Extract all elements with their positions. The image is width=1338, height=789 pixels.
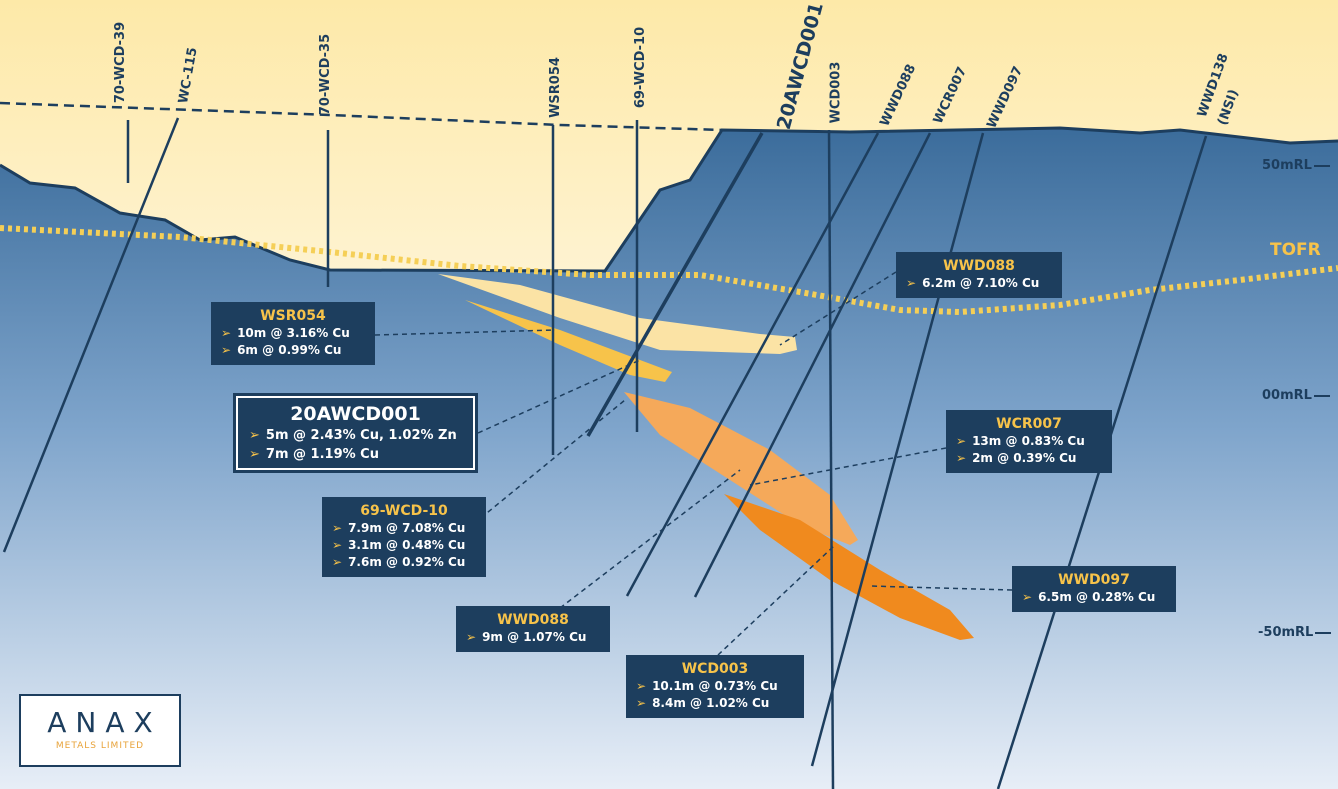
leader-wwd088b	[559, 469, 741, 609]
annotation-20awcd001: 20AWCD001 ➢ 5m @ 2.43% Cu, 1.02% Zn ➢ 7m @…	[233, 393, 478, 473]
drill-traces	[2, 117, 1208, 789]
annotation-wsr054: WSR054 ➢ 10m @ 3.16% Cu ➢ 6m @ 0.99% Cu	[211, 302, 375, 365]
level-00mrl: 00mRL	[1262, 388, 1330, 403]
trace-wc-115	[2, 117, 180, 553]
annotation-title: WWD097	[1058, 572, 1130, 588]
leader-awcd001	[477, 359, 641, 434]
annotation-row: ➢ 7m @ 1.19% Cu	[249, 447, 379, 462]
hole-label-wcd003: WCD003	[828, 61, 844, 124]
ore-lens-middle	[624, 392, 858, 545]
annotation-row: ➢ 2m @ 0.39% Cu	[956, 451, 1077, 465]
annotation-wcr007: WCR007 ➢ 13m @ 0.83% Cu ➢ 2m @ 0.39% Cu	[946, 410, 1112, 473]
annotation-wwd097: WWD097 ➢ 6.5m @ 0.28% Cu	[1012, 566, 1176, 612]
annotation-title: WCR007	[996, 416, 1062, 432]
annotation-row: ➢ 7.6m @ 0.92% Cu	[332, 555, 466, 569]
annotation-row: ➢ 7.9m @ 7.08% Cu	[332, 521, 466, 535]
tofr-label: TOFR	[1270, 240, 1321, 260]
logo-wordmark: ANAX	[47, 706, 162, 739]
logo-subtitle: METALS LIMITED	[55, 741, 145, 751]
annotation-row: ➢ 10.1m @ 0.73% Cu	[636, 679, 778, 693]
annotation-title: WWD088	[943, 258, 1015, 274]
trace-wcr007	[693, 132, 932, 598]
leader-wcr007	[749, 447, 947, 486]
tofr-line	[0, 225, 1338, 316]
trace-wwd088	[625, 132, 880, 597]
ore-lens-upper	[438, 274, 797, 354]
hole-label-70-wcd-39: 70-WCD-39	[113, 21, 129, 104]
trace-wwd097	[810, 132, 985, 767]
annotation-row: ➢ 6m @ 0.99% Cu	[221, 343, 342, 357]
trace-20awcd001	[586, 132, 764, 437]
hole-label-69-wcd-10: 69-WCD-10	[633, 26, 649, 109]
leader-wwd097	[869, 585, 1013, 591]
hole-label-wsr054: WSR054	[547, 57, 563, 118]
annotation-title: WCD003	[681, 661, 749, 677]
annotation-row: ➢ 6.2m @ 7.10% Cu	[906, 276, 1040, 290]
leader-wsr054	[374, 329, 556, 336]
annotation-row: ➢ 3.1m @ 0.48% Cu	[332, 538, 466, 552]
hole-label-70-wcd-35: 70-WCD-35	[318, 33, 334, 116]
topography-line	[0, 126, 1338, 273]
ore-lens-lower	[724, 494, 974, 640]
annotation-title: WSR054	[260, 308, 326, 324]
annotation-wwd088-upper: WWD088 ➢ 6.2m @ 7.10% Cu	[896, 252, 1062, 298]
historic-surface-line	[0, 101, 723, 132]
annotation-wcd003: WCD003 ➢ 10.1m @ 0.73% Cu ➢ 8.4m @ 1.02% C…	[626, 655, 804, 718]
ore-lens-upper-2	[465, 300, 672, 382]
annotation-row: ➢ 13m @ 0.83% Cu	[956, 434, 1085, 448]
trace-wcd003	[827, 129, 835, 789]
level-50mrl: 50mRL	[1262, 158, 1330, 173]
annotation-row: ➢ 10m @ 3.16% Cu	[221, 326, 350, 340]
annotation-row: ➢ 8.4m @ 1.02% Cu	[636, 696, 770, 710]
annotation-title: 69-WCD-10	[360, 503, 448, 519]
anax-logo: ANAX METALS LIMITED	[19, 694, 181, 767]
annotation-wwd088-lower: WWD088 ➢ 9m @ 1.07% Cu	[456, 606, 610, 652]
leader-wwd088a	[779, 271, 897, 346]
annotation-row: ➢ 6.5m @ 0.28% Cu	[1022, 590, 1156, 604]
annotation-69-wcd-10: 69-WCD-10 ➢ 7.9m @ 7.08% Cu ➢ 3.1m @ 0.48%…	[322, 497, 486, 577]
level-minus-50mrl: -50mRL	[1258, 625, 1331, 640]
annotation-title: 20AWCD001	[290, 403, 421, 425]
leader-lines	[374, 271, 1013, 656]
annotation-title: WWD088	[497, 612, 569, 628]
annotation-row: ➢ 5m @ 2.43% Cu, 1.02% Zn	[249, 428, 457, 443]
annotation-row: ➢ 9m @ 1.07% Cu	[466, 630, 587, 644]
